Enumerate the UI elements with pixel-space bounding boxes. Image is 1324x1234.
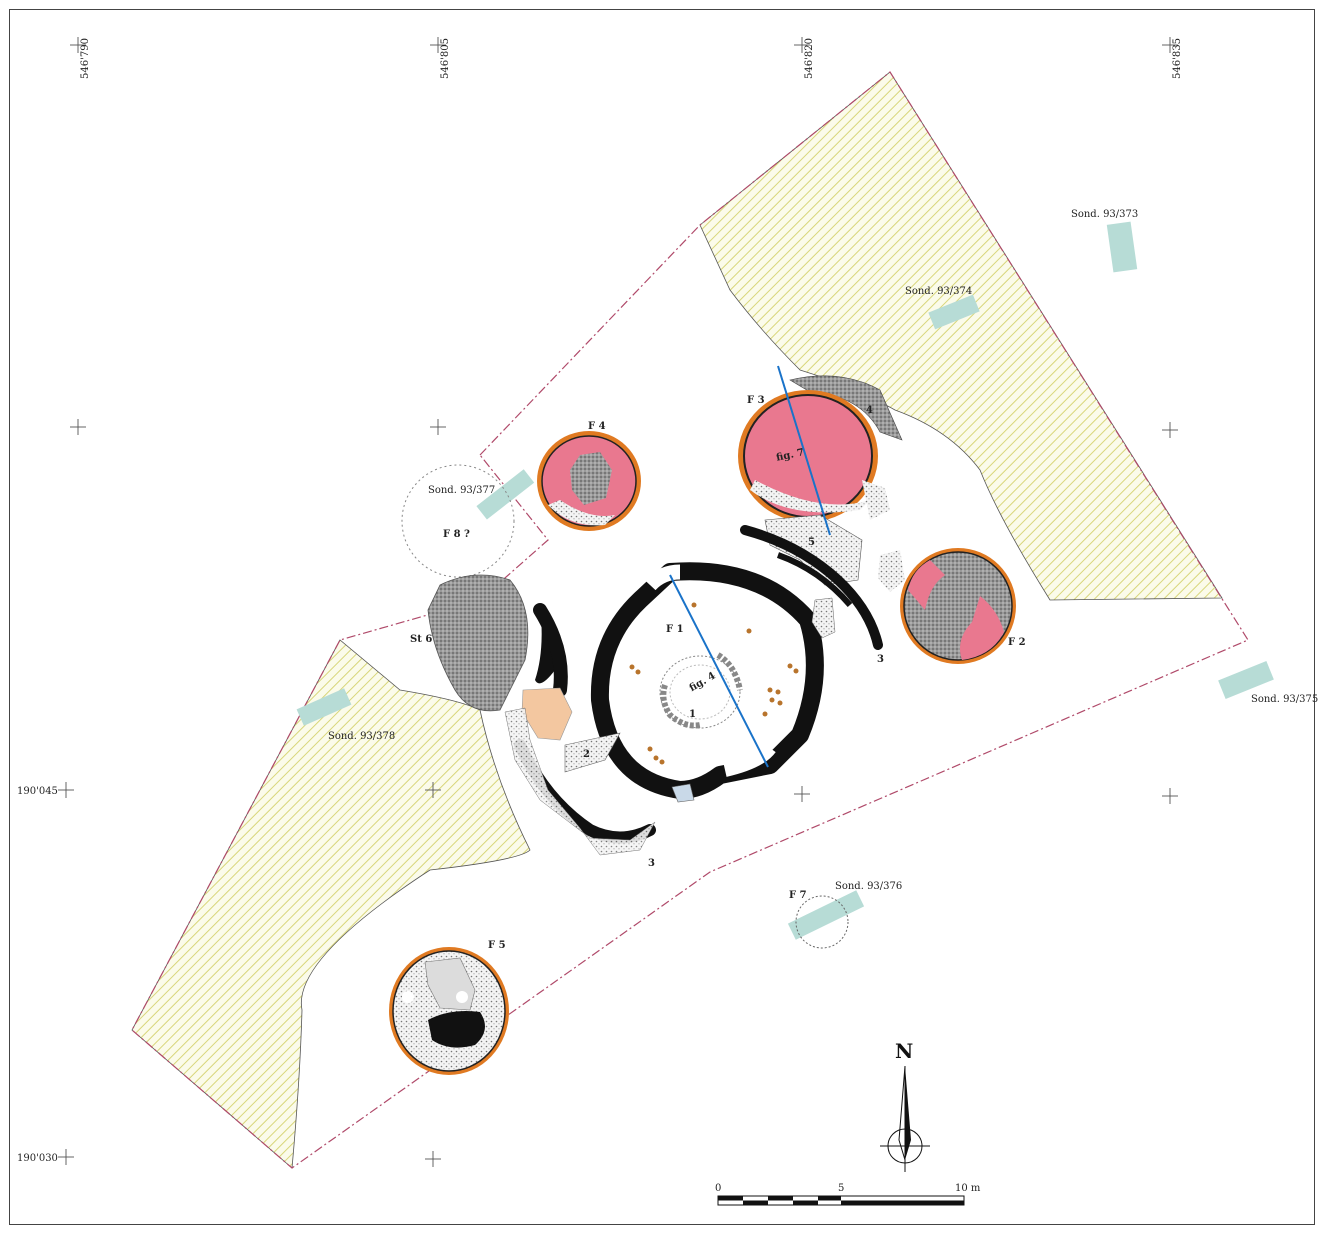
label-f4: F 4 — [588, 421, 606, 432]
map-frame — [9, 9, 1315, 1225]
north-arrow: N — [880, 1039, 930, 1172]
feature-f8-circle — [401, 464, 515, 578]
feature-f3-pit — [738, 375, 903, 586]
sounding-377-rect — [476, 469, 535, 520]
sounding-373-rect — [1106, 221, 1138, 273]
label-f5: F 5 — [488, 940, 506, 951]
label-f3: F 3 — [747, 395, 765, 406]
feature-ditch-east-inner — [776, 552, 853, 607]
label-number-1: 1 — [689, 709, 696, 720]
label-number-4: 4 — [866, 405, 873, 416]
grid-x-label-1: 546'790 — [80, 38, 91, 79]
feature-ditch-southwest-stones — [504, 707, 656, 856]
section-line-f3 — [777, 365, 831, 536]
grid-x-label-3: 546'820 — [804, 38, 815, 79]
label-f8: F 8 ? — [443, 529, 470, 540]
label-number-3-east: 3 — [877, 654, 884, 665]
north-label: N — [895, 1039, 913, 1063]
feature-f5-pit — [389, 947, 509, 1075]
feature-st6-stones — [427, 574, 529, 712]
scale-tick-0: 0 — [715, 1183, 721, 1194]
hatched-zone-southwest — [131, 639, 531, 1169]
sounding-375-rect — [1218, 660, 1274, 700]
label-fig-4: fig. 4 — [688, 670, 718, 694]
sounding-376-rect — [787, 890, 865, 940]
label-sounding-377: Sond. 93/377 — [428, 485, 495, 496]
section-line-f1 — [669, 574, 769, 768]
svg-text:546'820: 546'820 — [804, 38, 815, 79]
label-sounding-373: Sond. 93/373 — [1071, 209, 1138, 220]
svg-text:546'790: 546'790 — [80, 38, 91, 79]
feature-f7-circle — [795, 895, 849, 949]
feature-ditch-east-stones — [811, 597, 836, 639]
label-st6: St 6 — [410, 634, 432, 645]
feature-f1-ring — [564, 562, 824, 803]
grid-y-label-2: 190'030 — [17, 1153, 58, 1164]
sounding-374-rect — [928, 294, 980, 330]
hatched-zone-northeast — [699, 71, 1223, 601]
feature-ditch-east — [740, 525, 883, 650]
label-f7: F 7 — [789, 890, 807, 901]
scale-tick-10: 10 m — [955, 1183, 981, 1194]
scale-bar: 0 5 10 m — [715, 1183, 981, 1206]
feature-f2-pit — [878, 548, 1016, 664]
feature-f4-pit — [537, 431, 641, 531]
svg-text:546'835: 546'835 — [1172, 38, 1183, 79]
scale-tick-5: 5 — [838, 1183, 844, 1194]
label-number-2: 2 — [583, 749, 590, 760]
sounding-378-rect — [296, 688, 352, 726]
label-sounding-376: Sond. 93/376 — [835, 881, 902, 892]
svg-text:546'805: 546'805 — [440, 38, 451, 79]
label-sounding-375: Sond. 93/375 — [1251, 694, 1318, 705]
feature-ochre-patch — [521, 687, 573, 741]
grid-y-label-1: 190'045 — [17, 786, 58, 797]
label-sounding-378: Sond. 93/378 — [328, 731, 395, 742]
label-sounding-374: Sond. 93/374 — [905, 286, 972, 297]
excavation-boundary — [131, 71, 1249, 1169]
grid-x-label-2: 546'805 — [440, 38, 451, 79]
label-f2: F 2 — [1008, 637, 1026, 648]
label-f1: F 1 — [666, 624, 684, 635]
feature-ditch-west-upper — [533, 603, 568, 697]
grid-x-label-4: 546'835 — [1172, 38, 1183, 79]
label-number-5: 5 — [808, 537, 815, 548]
label-number-3-west: 3 — [648, 858, 655, 869]
